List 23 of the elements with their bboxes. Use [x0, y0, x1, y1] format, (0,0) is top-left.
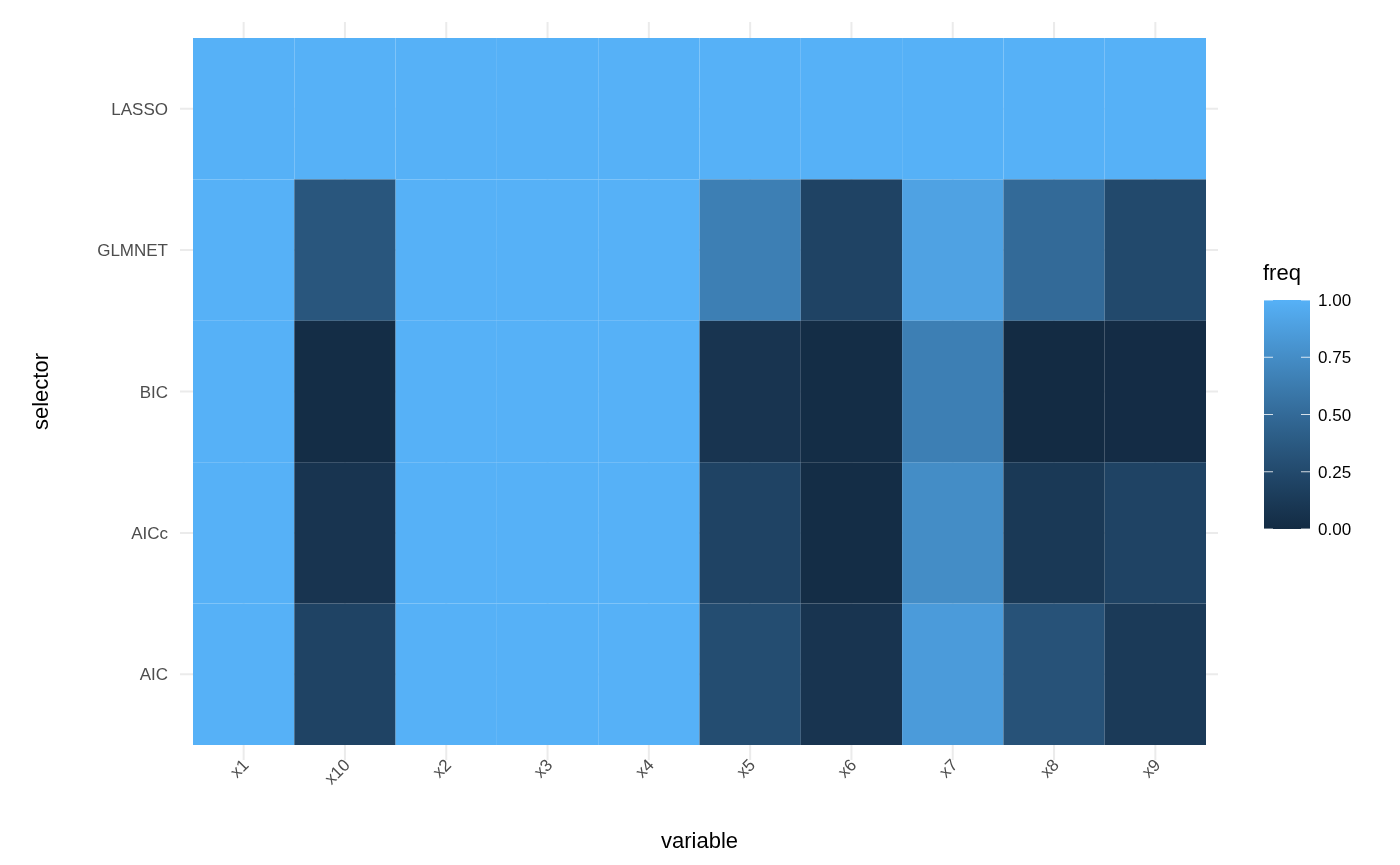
color-bar-label: 1.00	[1318, 291, 1352, 310]
x-tick-label: x5	[732, 755, 759, 782]
color-bar-label: 0.25	[1318, 462, 1352, 482]
y-tick-label: AICc	[131, 523, 169, 543]
color-bar-label: 0.50	[1318, 405, 1352, 425]
y-tick-label: LASSO	[111, 99, 168, 119]
color-bar-label: 0.75	[1318, 348, 1352, 368]
color-bar-title: freq	[1263, 260, 1301, 285]
y-axis-title: selector	[28, 352, 53, 431]
y-tick-label: AIC	[139, 665, 168, 685]
x-tick-label: x1	[226, 755, 253, 782]
x-tick-label: x3	[530, 755, 557, 782]
x-tick-label: x6	[834, 755, 861, 782]
x-tick-label: x2	[428, 755, 456, 782]
y-tick-label: GLMNET	[97, 241, 168, 261]
x-tick-label: x10	[320, 755, 354, 789]
y-tick-label: BIC	[139, 382, 168, 402]
x-tick-label: x7	[935, 755, 962, 782]
color-bar-label: 0.00	[1318, 520, 1352, 539]
x-axis-title: variable	[660, 828, 739, 853]
x-tick-label: x8	[1036, 755, 1063, 782]
x-tick-label: x9	[1138, 755, 1165, 782]
x-tick-label: x4	[631, 755, 658, 782]
